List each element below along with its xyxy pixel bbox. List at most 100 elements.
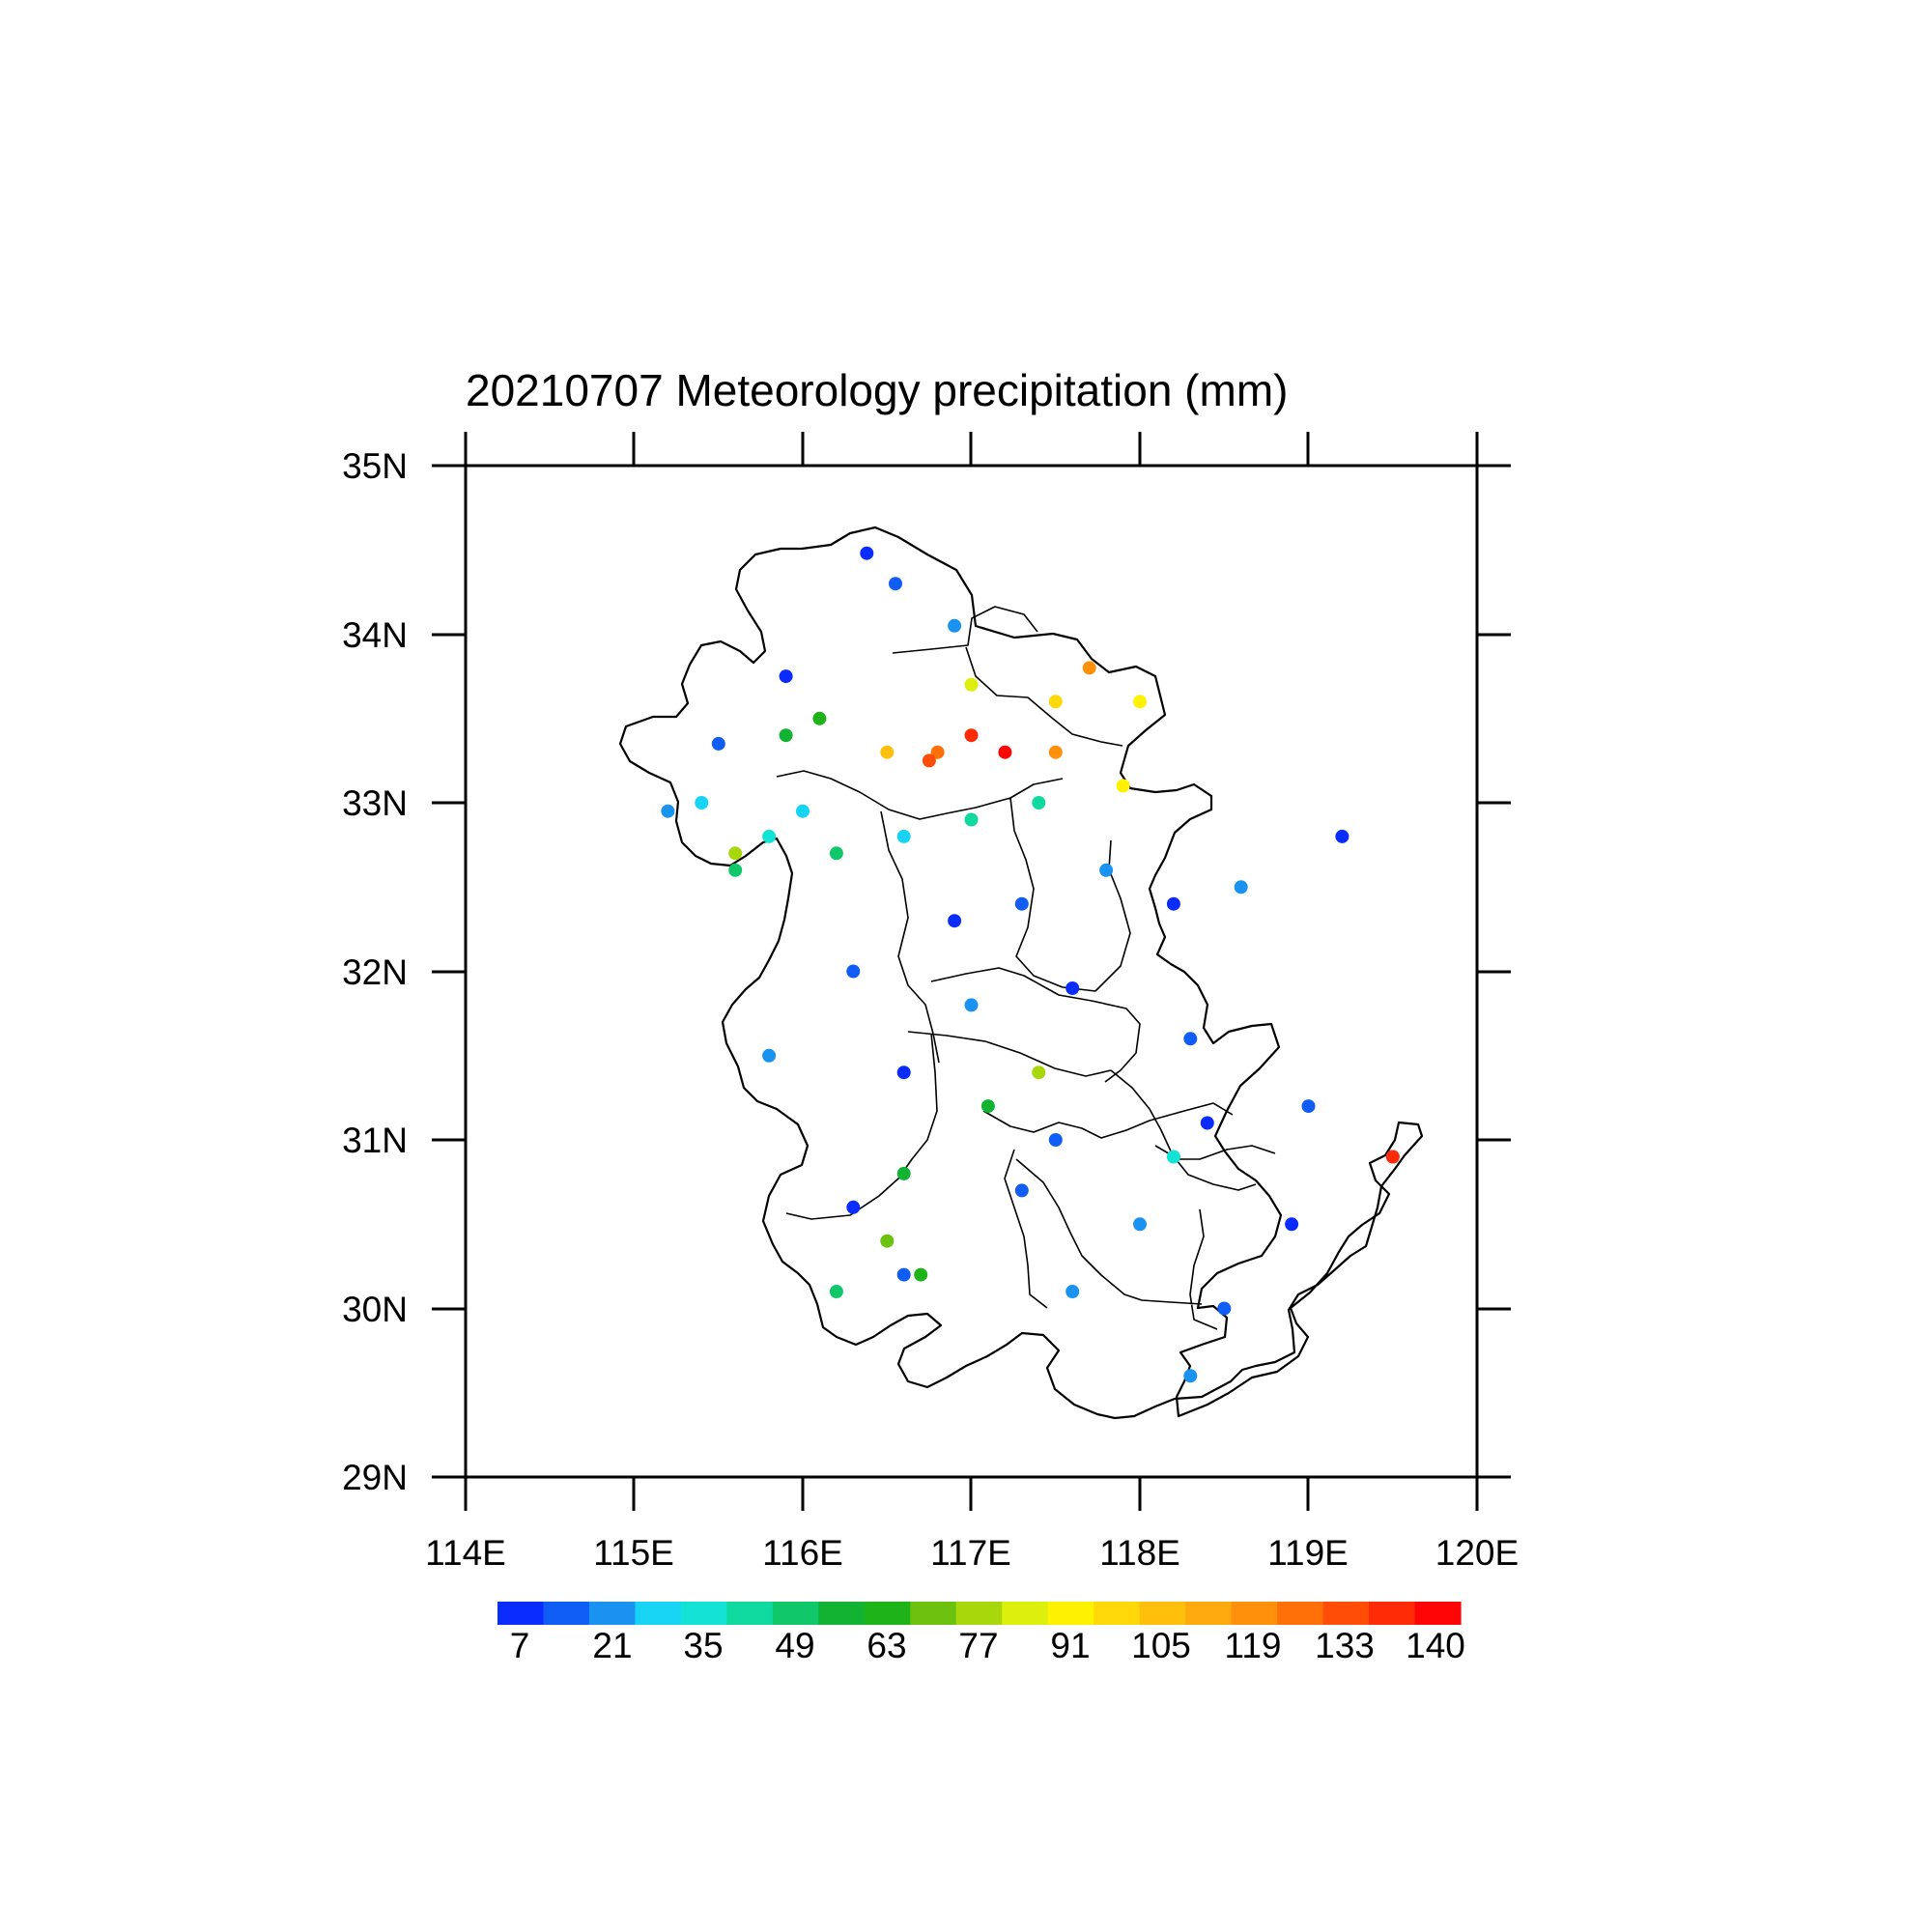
station-point (829, 1285, 843, 1298)
station-point (1385, 1150, 1400, 1164)
station-point (880, 745, 895, 759)
station-point (980, 1099, 995, 1114)
y-tick-label: 29N (342, 1458, 408, 1497)
station-point (964, 728, 979, 743)
x-tick-label: 118E (1099, 1533, 1180, 1573)
colorbar-swatch (1094, 1602, 1141, 1625)
station-point (1335, 829, 1350, 843)
station-point (762, 1048, 777, 1063)
station-point (846, 1200, 861, 1214)
colorbar-label: 105 (1131, 1626, 1191, 1665)
y-tick-labels: 29N 30N 31N 32N 33N 34N 35N (342, 446, 408, 1497)
y-tick-label: 31N (342, 1121, 408, 1160)
station-point (846, 964, 861, 979)
station-point (1032, 1065, 1046, 1080)
station-point (1133, 1217, 1147, 1232)
station-point (948, 914, 962, 928)
colorbar-swatch (1322, 1602, 1370, 1625)
x-tick-label: 116E (762, 1533, 843, 1573)
station-point (762, 829, 777, 843)
station-point (661, 804, 675, 818)
station-point (1285, 1217, 1299, 1232)
y-tick-label: 32N (342, 952, 408, 992)
station-point (1014, 896, 1029, 911)
colorbar-swatch (543, 1602, 590, 1625)
colorbar-swatch (864, 1602, 911, 1625)
station-point (896, 1267, 911, 1282)
station-point (889, 577, 902, 591)
station-point (779, 669, 793, 684)
axes: 114E 115E 116E 117E 118E 119E 120E 29N 3… (342, 432, 1519, 1573)
station-point (964, 998, 979, 1012)
province-boundary (618, 526, 1424, 1420)
station-point (922, 753, 936, 768)
station-point (998, 745, 1012, 759)
station-point (812, 711, 827, 725)
chart-title: 20210707 Meteorology precipitation (mm) (466, 365, 1288, 415)
station-points-layer (661, 546, 1400, 1383)
colorbar-swatch (1185, 1602, 1233, 1625)
station-point (1082, 661, 1096, 675)
x-tick-label: 119E (1267, 1533, 1349, 1573)
y-ticks (432, 464, 1511, 1479)
station-point (896, 1065, 911, 1080)
colorbar-swatch (772, 1602, 819, 1625)
station-point (829, 846, 843, 861)
colorbar-label: 77 (958, 1626, 998, 1665)
station-point (728, 846, 743, 861)
y-tick-label: 35N (342, 446, 408, 486)
colorbar-swatch (1231, 1602, 1278, 1625)
colorbar-swatch (910, 1602, 957, 1625)
station-point (948, 618, 962, 633)
station-point (1099, 863, 1114, 877)
station-point (896, 829, 911, 843)
colorbar-swatch (680, 1602, 727, 1625)
station-point (1166, 896, 1180, 911)
colorbar-label: 91 (1050, 1626, 1090, 1665)
colorbar-swatch (1414, 1602, 1462, 1625)
colorbar-swatch (497, 1602, 545, 1625)
x-tick-label: 120E (1435, 1533, 1519, 1573)
colorbar-label: 35 (683, 1626, 723, 1665)
colorbar-swatch (818, 1602, 866, 1625)
colorbar-swatch (1002, 1602, 1049, 1625)
station-point (1166, 1150, 1180, 1164)
colorbar-swatch (1139, 1602, 1186, 1625)
station-point (1048, 745, 1063, 759)
station-point (1048, 1133, 1063, 1147)
station-point (1048, 695, 1063, 709)
x-ticks (464, 432, 1479, 1511)
station-point (728, 863, 743, 877)
station-point (1301, 1099, 1316, 1114)
colorbar-label: 21 (592, 1626, 632, 1665)
colorbar-swatch (1047, 1602, 1094, 1625)
station-point (711, 736, 725, 751)
x-tick-label: 117E (930, 1533, 1011, 1573)
station-point (1183, 1369, 1198, 1383)
y-tick-label: 30N (342, 1290, 408, 1329)
station-point (796, 804, 810, 818)
station-point (964, 812, 979, 827)
station-point (695, 796, 709, 810)
station-point (930, 745, 945, 759)
station-point (1234, 880, 1248, 895)
station-point (880, 1234, 895, 1248)
colorbar-label: 7 (510, 1626, 530, 1665)
colorbar-label: 119 (1225, 1626, 1282, 1665)
x-tick-label: 115E (593, 1533, 674, 1573)
station-point (860, 546, 874, 560)
station-point (1183, 1032, 1198, 1046)
station-point (1133, 695, 1147, 709)
station-point (964, 677, 979, 692)
station-point (1065, 1285, 1080, 1298)
station-point (1065, 981, 1080, 995)
colorbar-label: 63 (867, 1626, 906, 1665)
x-tick-label: 114E (425, 1533, 506, 1573)
colorbar: 7 21 35 49 63 77 91 105 119 133 140 (497, 1602, 1465, 1665)
colorbar-swatch (635, 1602, 682, 1625)
y-tick-label: 33N (342, 783, 408, 823)
colorbar-label: 133 (1315, 1626, 1375, 1665)
station-point (1200, 1116, 1214, 1130)
station-point (896, 1166, 911, 1180)
